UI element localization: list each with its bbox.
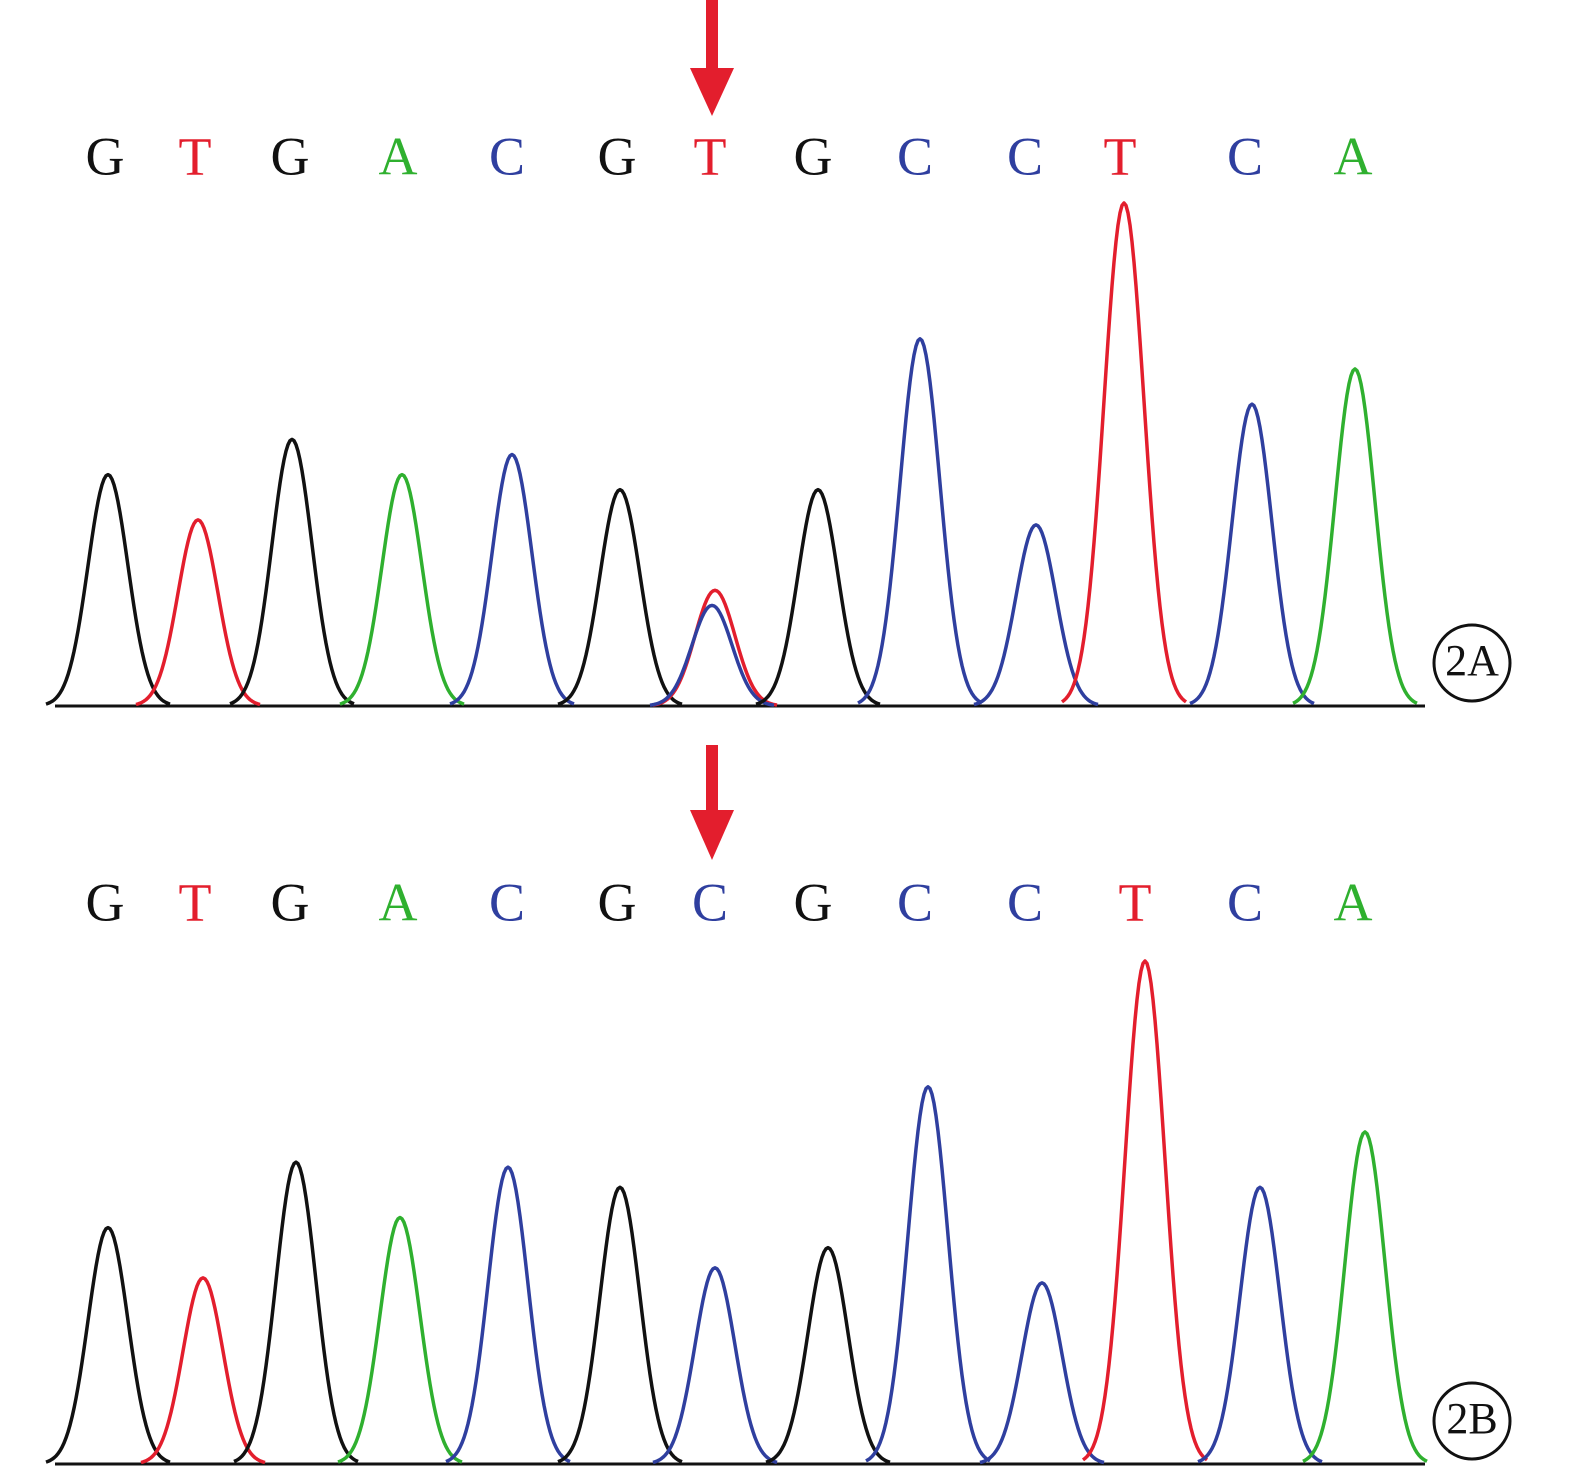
base-call: C: [1227, 872, 1263, 932]
panel-label-circle: [1432, 623, 1512, 703]
base-call: T: [1104, 126, 1137, 186]
panel-label: 2A: [1445, 636, 1499, 685]
base-call: G: [271, 126, 310, 186]
panel-label-circle: [1432, 1381, 1512, 1461]
trace-peak: [765, 1245, 891, 1464]
trace-peak: [449, 452, 575, 706]
base-call: G: [598, 872, 637, 932]
trace-peak: [979, 1281, 1105, 1465]
base-call: G: [86, 126, 125, 186]
trace-peak: [865, 1085, 991, 1463]
trace-peak: [857, 337, 983, 705]
base-call: C: [1007, 126, 1043, 186]
base-call: G: [794, 872, 833, 932]
trace-peak: [45, 1225, 171, 1464]
chromatogram-panel: G T G A C G T G C C T C A2A: [45, 126, 1512, 708]
base-call: C: [897, 872, 933, 932]
trace-peak: [973, 523, 1099, 707]
base-call: C: [1227, 126, 1263, 186]
trace-peak: [755, 487, 881, 706]
base-call: C: [692, 872, 728, 932]
trace-peak: [1292, 367, 1418, 705]
base-call: C: [489, 872, 525, 932]
base-call: T: [179, 872, 212, 932]
trace-peak: [557, 487, 683, 706]
trace-peak: [445, 1165, 571, 1464]
base-call: C: [897, 126, 933, 186]
base-call: T: [1119, 872, 1152, 932]
base-call: C: [1007, 872, 1043, 932]
trace-peak: [1197, 1185, 1323, 1464]
base-call: G: [598, 126, 637, 186]
trace-peak: [1081, 959, 1209, 1462]
trace-peak: [652, 1266, 778, 1465]
trace-peak: [135, 518, 261, 707]
base-call: A: [379, 126, 418, 186]
trace-peak: [1302, 1130, 1428, 1463]
trace-peak: [45, 472, 171, 706]
trace-peak: [649, 603, 775, 707]
trace-peak: [1189, 402, 1315, 706]
base-call: A: [1334, 126, 1373, 186]
base-call: G: [794, 126, 833, 186]
base-call: G: [271, 872, 310, 932]
trace-peak: [339, 472, 465, 706]
trace-peak: [233, 1160, 359, 1464]
base-call: G: [86, 872, 125, 932]
trace-peak: [229, 437, 355, 706]
base-call: T: [694, 126, 727, 186]
base-call: A: [1334, 872, 1373, 932]
trace-peak: [557, 1185, 683, 1464]
panel-label: 2B: [1446, 1394, 1497, 1443]
base-call: A: [379, 872, 418, 932]
base-call: C: [489, 126, 525, 186]
arrow-b: [690, 745, 734, 860]
arrow-a: [690, 0, 734, 116]
base-call: T: [179, 126, 212, 186]
trace-peak: [1060, 201, 1188, 704]
chromatogram-panel: G T G A C G C G C C T C A2B: [45, 872, 1512, 1466]
trace-peak: [140, 1276, 266, 1465]
trace-peak: [337, 1215, 463, 1464]
